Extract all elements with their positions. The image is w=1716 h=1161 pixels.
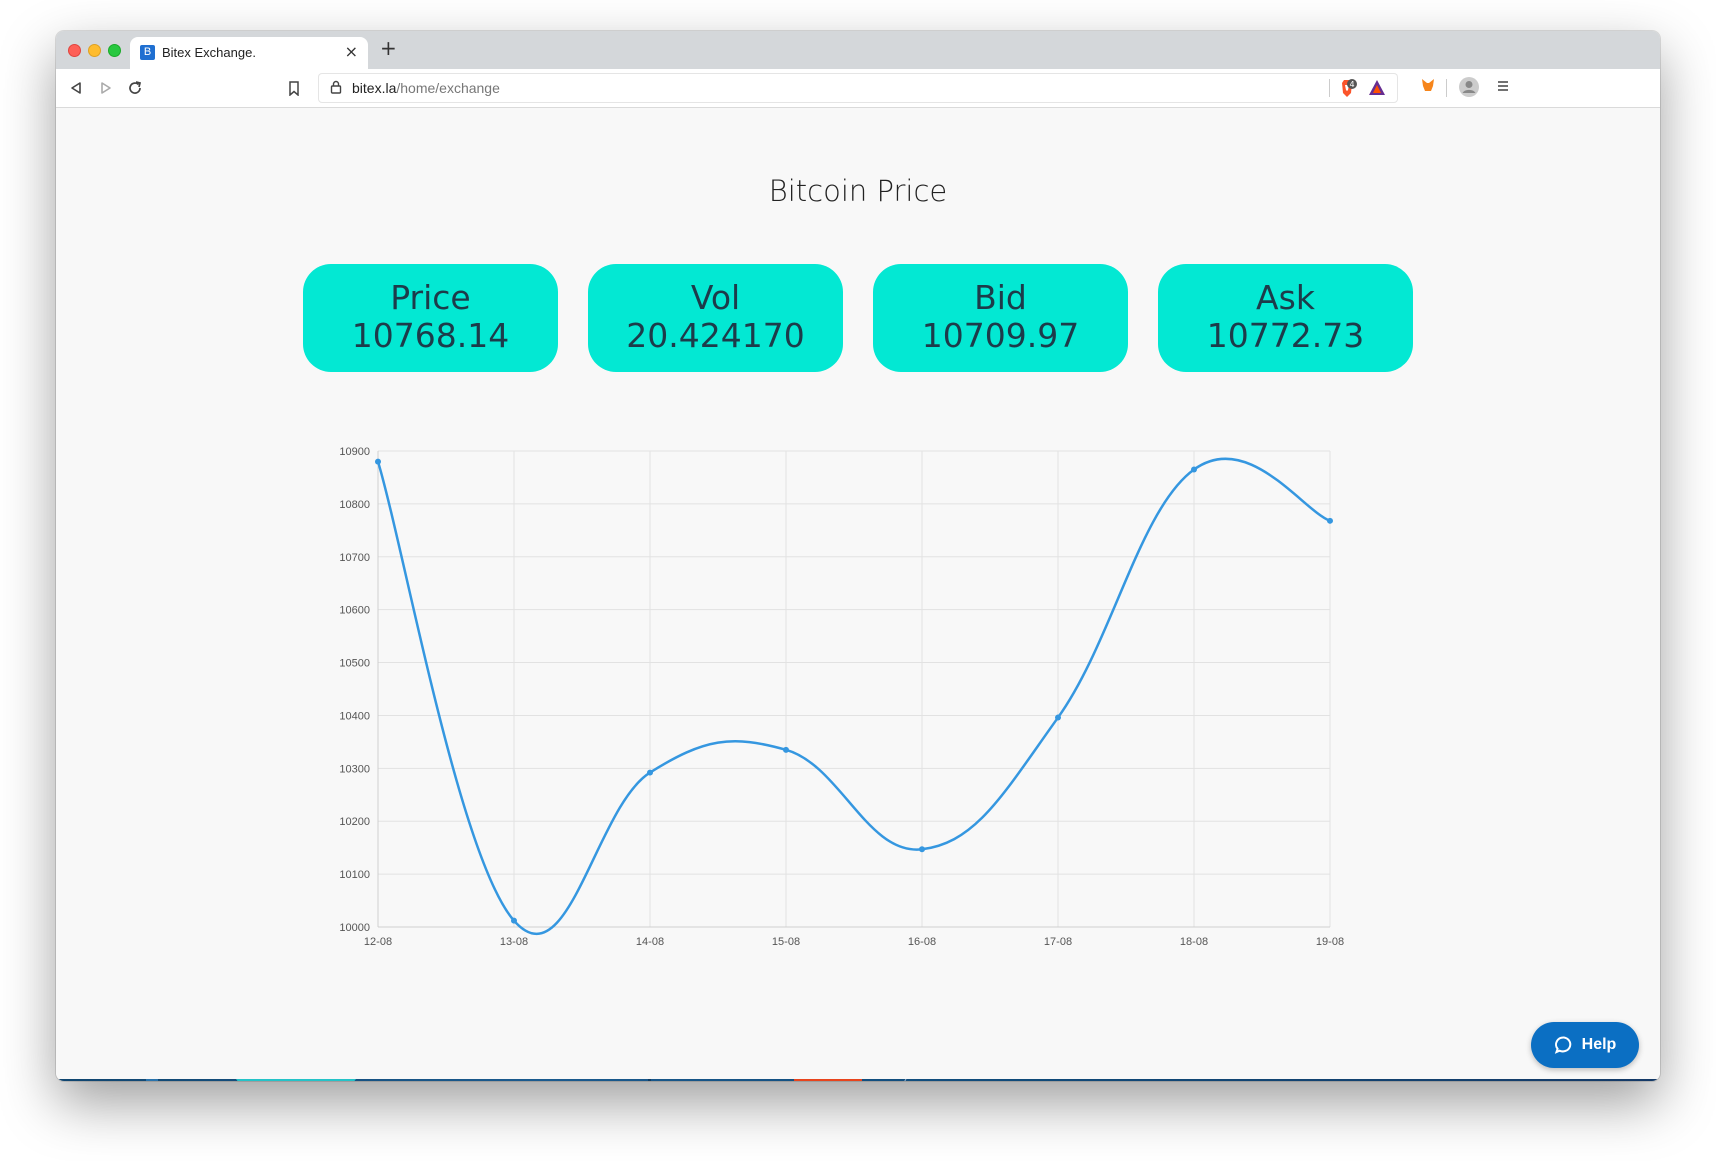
x-tick-label: 14-08 bbox=[636, 936, 664, 948]
browser-window: B Bitex Exchange. × + bitex.la/home/exch… bbox=[56, 31, 1660, 1081]
bid-value: 10709.97 bbox=[921, 316, 1080, 355]
brave-badge-count: 4 bbox=[1349, 80, 1354, 89]
ask-value: 10772.73 bbox=[1206, 316, 1365, 355]
forward-arrow-icon bbox=[101, 82, 111, 94]
tab-bar: B Bitex Exchange. × + bbox=[56, 31, 1660, 69]
y-tick-label: 10300 bbox=[339, 763, 370, 775]
help-button[interactable]: Help bbox=[1531, 1022, 1639, 1068]
x-tick-label: 19-08 bbox=[1316, 936, 1344, 948]
x-tick-label: 12-08 bbox=[364, 936, 392, 948]
address-bar[interactable]: bitex.la/home/exchange 4 bbox=[318, 73, 1398, 103]
bookmark-icon bbox=[289, 80, 299, 96]
reload-icon bbox=[129, 81, 142, 94]
metamask-extension-icon[interactable] bbox=[1420, 77, 1436, 97]
x-tick-label: 13-08 bbox=[500, 936, 528, 948]
close-window-button[interactable] bbox=[68, 44, 81, 57]
x-tick-label: 15-08 bbox=[772, 936, 800, 948]
divider bbox=[1446, 79, 1447, 97]
price-card: Price 10768.14 bbox=[303, 264, 558, 372]
y-tick-label: 10400 bbox=[339, 710, 370, 722]
minimize-window-button[interactable] bbox=[88, 44, 101, 57]
price-value: 10768.14 bbox=[351, 316, 510, 355]
url-path: /home/exchange bbox=[396, 80, 500, 96]
volume-card: Vol 20.424170 bbox=[588, 264, 843, 372]
brave-rewards-icon[interactable] bbox=[1368, 79, 1386, 101]
x-tick-label: 16-08 bbox=[908, 936, 936, 948]
tab-bitex[interactable]: B Bitex Exchange. × bbox=[130, 37, 368, 69]
ask-label: Ask bbox=[1256, 278, 1315, 317]
y-tick-label: 10700 bbox=[339, 552, 370, 564]
x-tick-label: 18-08 bbox=[1180, 936, 1208, 948]
browser-toolbar: bitex.la/home/exchange 4 bbox=[56, 69, 1660, 108]
y-tick-label: 10900 bbox=[339, 446, 370, 458]
reload-button[interactable] bbox=[123, 76, 147, 100]
x-tick-label: 17-08 bbox=[1044, 936, 1072, 948]
price-chart: 10900 10800 10700 10600 10500 10400 10300 10200… bbox=[311, 428, 1481, 1008]
data-point bbox=[1327, 517, 1333, 524]
footer-banner bbox=[56, 1045, 1660, 1081]
y-tick-label: 10800 bbox=[339, 499, 370, 511]
page-content: Bitcoin Price Price 10768.14 Vol 20.4241… bbox=[56, 108, 1660, 1079]
bid-label: Bid bbox=[974, 278, 1027, 317]
help-label: Help bbox=[1581, 1036, 1617, 1053]
maximize-window-button[interactable] bbox=[108, 44, 121, 57]
data-point bbox=[375, 458, 381, 465]
bid-card: Bid 10709.97 bbox=[873, 264, 1128, 372]
y-tick-label: 10100 bbox=[339, 869, 370, 881]
ask-card: Ask 10772.73 bbox=[1158, 264, 1413, 372]
data-point bbox=[1191, 466, 1197, 473]
data-point bbox=[919, 846, 925, 853]
data-point bbox=[647, 769, 653, 776]
price-series-line bbox=[376, 457, 1331, 936]
y-tick-label: 10600 bbox=[339, 605, 370, 617]
price-label: Price bbox=[390, 278, 471, 317]
back-button[interactable] bbox=[64, 76, 88, 100]
tab-title: Bitex Exchange. bbox=[162, 45, 256, 60]
url-text: bitex.la/home/exchange bbox=[352, 80, 500, 96]
volume-value: 20.424170 bbox=[626, 316, 805, 355]
data-point bbox=[783, 746, 789, 753]
y-tick-label: 10500 bbox=[339, 658, 370, 670]
data-point bbox=[1055, 714, 1061, 721]
page-title: Bitcoin Price bbox=[768, 174, 948, 208]
url-host: bitex.la bbox=[352, 80, 397, 96]
y-tick-label: 10200 bbox=[339, 816, 370, 828]
forward-button[interactable] bbox=[94, 76, 118, 100]
brave-shields-icon[interactable]: 4 bbox=[1336, 79, 1358, 103]
y-tick-label: 10000 bbox=[339, 922, 370, 934]
avatar-icon bbox=[1459, 77, 1479, 97]
hamburger-menu-icon bbox=[1498, 81, 1508, 91]
bitex-favicon-icon: B bbox=[140, 45, 155, 60]
bookmark-button[interactable] bbox=[282, 76, 306, 100]
close-tab-icon[interactable]: × bbox=[344, 42, 358, 61]
new-tab-button[interactable]: + bbox=[380, 36, 397, 60]
volume-label: Vol bbox=[690, 278, 741, 317]
data-point bbox=[511, 917, 517, 924]
menu-button[interactable] bbox=[1496, 78, 1510, 97]
price-chart-svg: 10900 10800 10700 10600 10500 10400 10300 10200… bbox=[339, 446, 1344, 948]
lock-icon bbox=[330, 80, 342, 94]
profile-avatar[interactable] bbox=[1458, 76, 1480, 102]
back-arrow-icon bbox=[71, 82, 81, 94]
banner-illustration bbox=[146, 1045, 907, 1081]
chat-bubble-icon bbox=[1554, 1036, 1571, 1054]
divider bbox=[1329, 79, 1330, 97]
